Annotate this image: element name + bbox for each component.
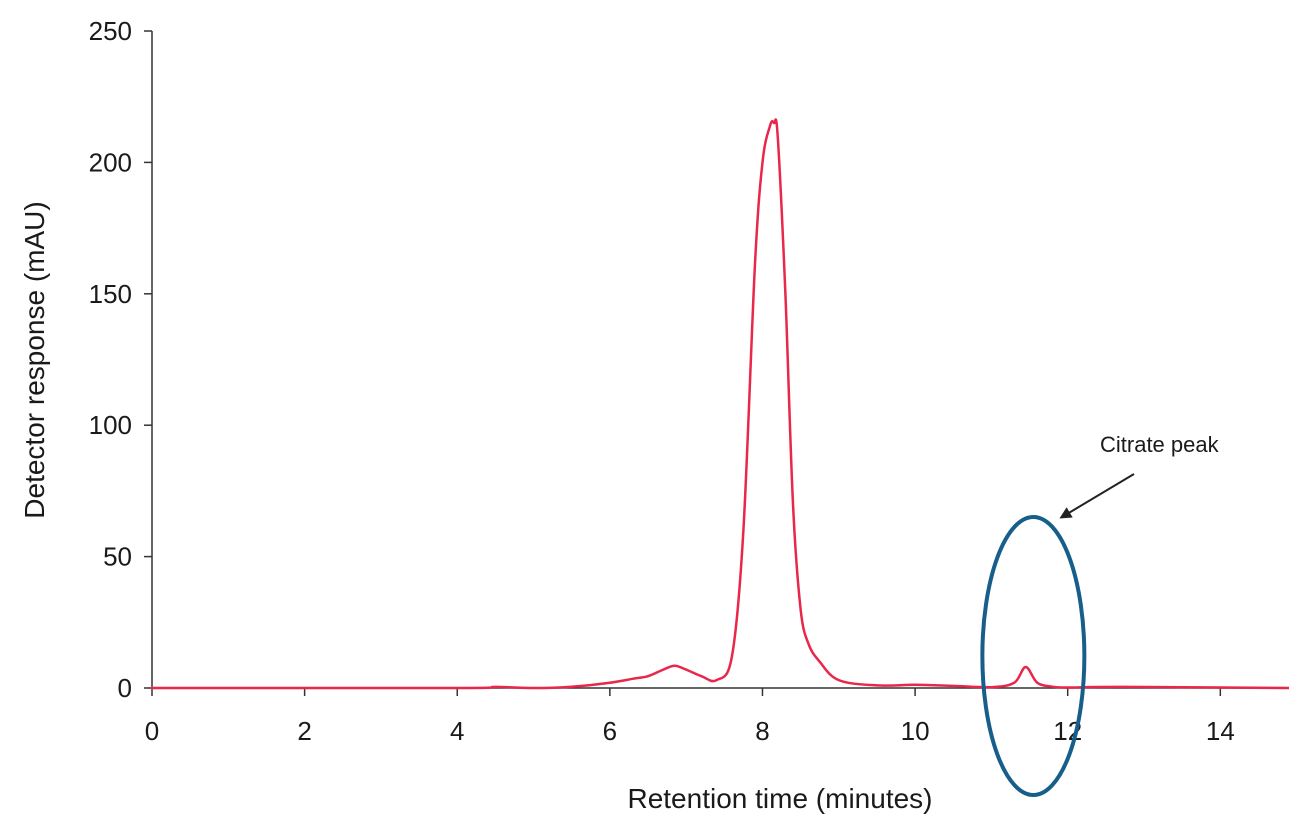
x-tick-label: 10 (901, 716, 930, 746)
y-tick-label: 150 (89, 279, 132, 309)
x-tick-label: 14 (1206, 716, 1235, 746)
citrate-peak-arrow (1059, 473, 1135, 519)
x-tick-label: 4 (450, 716, 464, 746)
y-tick-label: 50 (103, 542, 132, 572)
x-tick-label: 0 (145, 716, 159, 746)
x-tick-label: 2 (297, 716, 311, 746)
y-tick-label: 250 (89, 16, 132, 46)
y-tick-label: 100 (89, 410, 132, 440)
x-axis-ticks: 0 2 4 6 8 10 12 14 (145, 688, 1235, 746)
chromatogram-series-line (150, 118, 1289, 690)
x-tick-label: 6 (603, 716, 617, 746)
citrate-peak-highlight-ellipse (980, 515, 1087, 797)
y-axis-ticks: 0 50 100 150 200 250 (89, 16, 152, 703)
citrate-peak-label: Citrate peak (1100, 432, 1220, 457)
y-axis-title: Detector response (mAU) (19, 201, 50, 518)
y-tick-label: 0 (118, 673, 132, 703)
x-axis-title: Retention time (minutes) (627, 783, 932, 814)
y-tick-label: 200 (89, 147, 132, 177)
x-tick-label: 8 (755, 716, 769, 746)
